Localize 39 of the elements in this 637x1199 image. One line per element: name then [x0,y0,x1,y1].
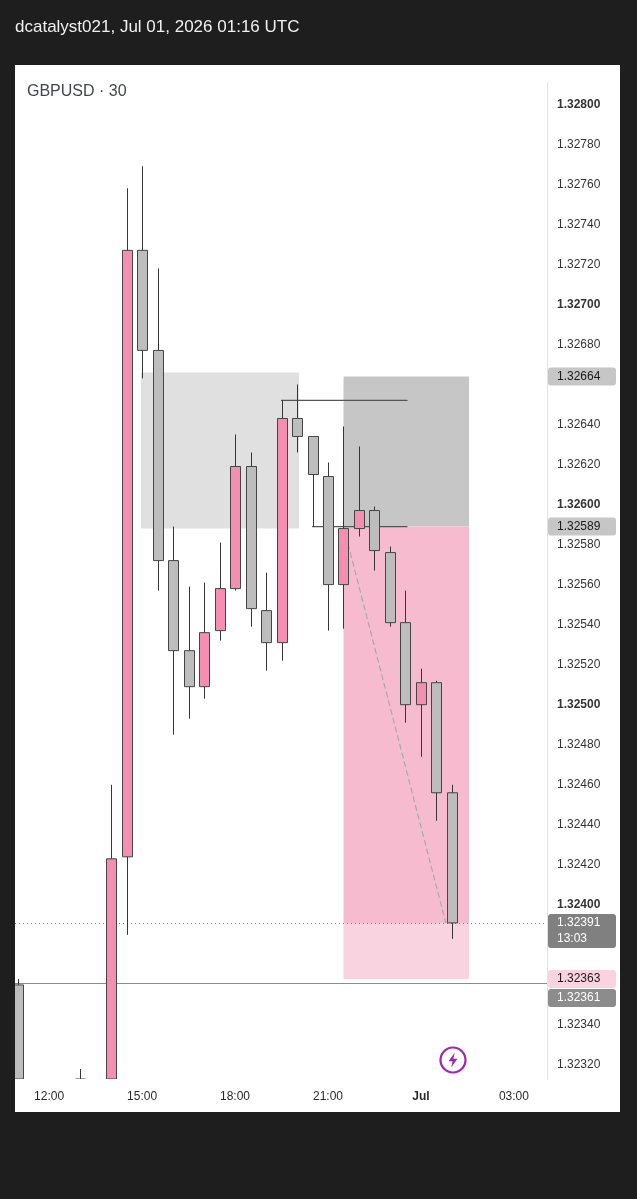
y-tick-label: 1.32580 [557,536,601,551]
y-tick-label: 1.32720 [557,256,601,271]
y-tick-label: 1.32440 [557,817,601,832]
y-tick-label: 1.32760 [557,176,601,191]
y-tick-label: 1.32780 [557,136,601,151]
y-tick-label: 1.32480 [557,737,601,752]
y-tick-label: 1.32540 [557,616,601,631]
y-tick-label: 1.32420 [557,857,601,872]
y-tick-label: 1.32460 [557,777,601,792]
y-tick-label: 1.32320 [557,1057,601,1072]
y-tick-label: 1.32340 [557,1017,601,1032]
candlestick [354,445,365,538]
y-tick-label: 1.32640 [557,416,601,431]
y-tick-label: 1.32680 [557,336,601,351]
y-tick-label: 1.32500 [557,697,601,712]
x-tick-label: 18:00 [220,1088,251,1103]
y-tick-label: 1.32740 [557,216,601,231]
y-tick-label: 1.32520 [557,656,601,671]
y-tick-label: 1.32664 [557,368,601,383]
x-tick-label: Jul [412,1088,430,1103]
y-tick-label: 1.32800 [557,96,601,111]
y-tick-label: 1.32560 [557,576,601,591]
ref-line-label: 1.32361 [557,990,601,1005]
y-tick-label: 1.32600 [557,496,601,511]
ref-line-label: 1.32391 13:03 [557,915,601,946]
y-tick-label: 1.32400 [557,897,601,912]
x-tick-label: 15:00 [127,1088,158,1103]
x-tick-label: 12:00 [34,1088,65,1103]
x-tick-label: 03:00 [498,1088,530,1103]
chart-title: GBPUSD · 30 [27,81,127,101]
x-tick-label: 21:00 [312,1088,344,1103]
y-tick-label: 1.32620 [557,456,601,471]
candlestick [292,383,303,453]
y-tick-label: 1.32589 [557,518,601,533]
candlestick [416,668,427,758]
text: dcatalyst021, Jul 01, 2026 01:16 UTC [15,16,300,38]
y-tick-label: 1.32363 [557,971,601,986]
candlestick [75,1068,86,1079]
y-tick-label: 1.32700 [557,296,601,311]
